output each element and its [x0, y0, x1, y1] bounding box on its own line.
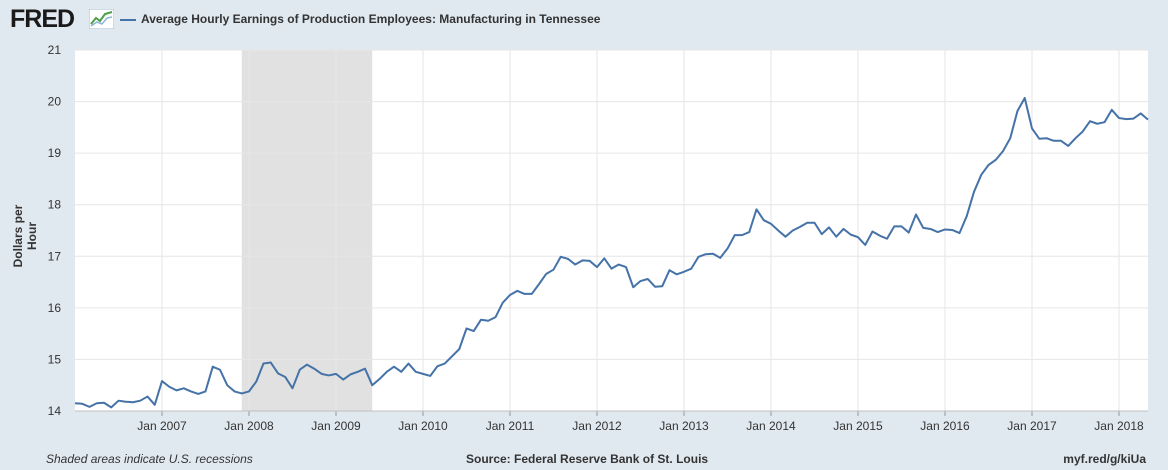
legend-swatch: [120, 19, 136, 21]
x-tick-label: Jan 2016: [920, 419, 970, 433]
short-link[interactable]: myf.red/g/kiUa: [1063, 452, 1146, 466]
x-tick-label: Jan 2010: [398, 419, 448, 433]
x-tick-label: Jan 2013: [659, 419, 709, 433]
x-tick-label: Jan 2012: [572, 419, 622, 433]
x-tick-label: Jan 2007: [137, 419, 187, 433]
chart-trend-icon: [89, 9, 114, 29]
chart-header: FRED Average Hourly Earnings of Producti…: [0, 0, 1168, 40]
y-tick-label: 14: [48, 404, 62, 418]
x-tick-label: Jan 2018: [1094, 419, 1144, 433]
y-tick-label: 19: [48, 146, 62, 160]
y-tick-label: 16: [48, 301, 62, 315]
y-tick-label: 20: [48, 95, 62, 109]
x-tick-label: Jan 2014: [746, 419, 796, 433]
y-tick-label: 21: [48, 43, 62, 57]
recession-shading: [241, 50, 373, 411]
recession-note: Shaded areas indicate U.S. recessions: [46, 452, 253, 466]
y-axis-ticks: 14 15 16 17 18 19 20 21: [48, 43, 62, 418]
plot-area: [75, 50, 1148, 411]
x-tick-label: Jan 2011: [486, 419, 535, 433]
y-tick-label: 17: [48, 249, 62, 263]
x-tick-label: Jan 2008: [224, 419, 274, 433]
fred-logo: FRED: [10, 5, 75, 33]
series-line[interactable]: [74, 96, 1149, 409]
legend-series-title[interactable]: Average Hourly Earnings of Production Em…: [141, 12, 601, 26]
x-axis-ticks: Jan 2007 Jan 2008 Jan 2009 Jan 2010 Jan 2011…: [75, 410, 1148, 433]
y-tick-label: 15: [48, 352, 62, 366]
recession-band: [241, 50, 373, 411]
x-tick-label: Jan 2017: [1007, 419, 1057, 433]
x-tick-label: Jan 2015: [833, 419, 883, 433]
source-text: Source: Federal Reserve Bank of St. Loui…: [466, 452, 709, 466]
y-tick-label: 18: [48, 198, 62, 212]
x-tick-label: Jan 2009: [311, 419, 361, 433]
